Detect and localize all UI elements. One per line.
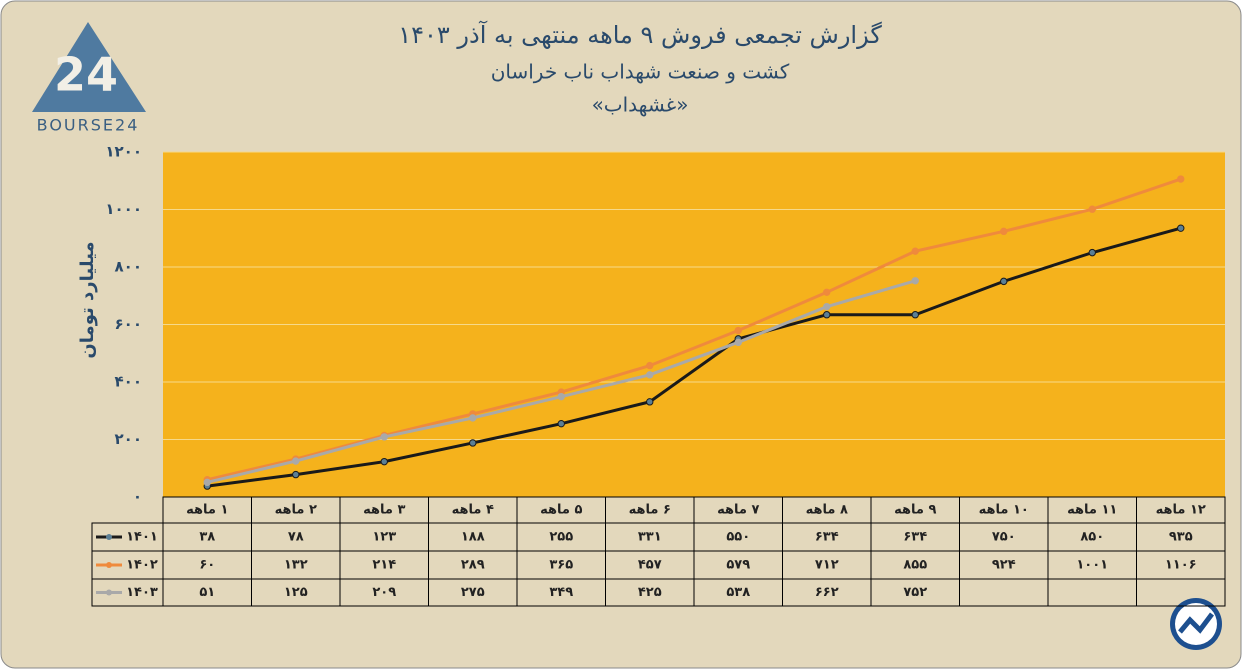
y-tick-label: ۶۰۰	[115, 315, 142, 333]
legend-swatch	[106, 589, 112, 596]
y-tick-label: ۲۰۰	[115, 430, 142, 448]
y-tick-label: ۰	[133, 488, 142, 506]
data-point	[469, 414, 477, 422]
legend-label: ۱۴۰۱	[126, 530, 158, 545]
data-point	[734, 338, 742, 347]
data-point	[734, 326, 742, 335]
value-label: ۷۸	[288, 530, 304, 545]
value-label: ۵۳۸	[726, 585, 750, 600]
data-point	[911, 277, 919, 285]
data-point	[646, 398, 654, 406]
value-label: ۶۰	[199, 558, 215, 573]
data-point	[469, 439, 477, 447]
data-point	[823, 302, 831, 311]
x-tick-label: ۳ ماهه	[363, 503, 405, 518]
x-tick-label: ۶ ماهه	[629, 503, 671, 518]
value-label: ۵۷۹	[726, 558, 750, 573]
x-tick-label: ۸ ماهه	[806, 503, 848, 518]
x-tick-label: ۲ ماهه	[275, 503, 317, 518]
data-point	[380, 433, 388, 441]
logo-triangle	[32, 22, 146, 112]
value-label: ۵۱	[199, 585, 215, 600]
value-label: ۶۶۲	[815, 585, 839, 600]
value-label: ۴۵۷	[638, 558, 662, 573]
y-tick-label: ۸۰۰	[115, 258, 142, 276]
x-tick-label: ۷ ماهه	[717, 503, 759, 518]
value-label: ۳۴۹	[549, 585, 573, 600]
value-label: ۳۶۵	[549, 558, 573, 573]
value-label: ۱۱۰۶	[1165, 558, 1197, 573]
y-tick-label: ۱۲۰۰	[105, 143, 142, 161]
value-label: ۲۱۴	[372, 558, 396, 573]
legend-label: ۱۴۰۳	[126, 585, 158, 600]
value-label: ۸۵۵	[903, 558, 927, 573]
value-label: ۷۵۰	[992, 530, 1016, 545]
value-label: ۲۸۹	[461, 558, 485, 573]
x-tick-label: ۱۲ ماهه	[1156, 503, 1206, 518]
data-point	[380, 457, 388, 466]
x-tick-label: ۹ ماهه	[894, 503, 936, 518]
data-point	[557, 392, 565, 401]
value-label: ۴۲۵	[638, 585, 662, 600]
data-point	[911, 247, 919, 255]
value-label: ۱۸۸	[461, 530, 485, 545]
value-label: ۱۳۲	[284, 558, 308, 573]
data-point	[823, 288, 831, 296]
value-label: ۱۲۳	[372, 530, 396, 545]
y-tick-label: ۱۰۰۰	[105, 200, 142, 218]
value-label: ۲۰۹	[372, 585, 396, 600]
value-label: ۸۵۰	[1080, 530, 1104, 545]
value-label: ۶۳۴	[815, 530, 839, 545]
x-tick-label: ۱۱ ماهه	[1067, 503, 1117, 518]
data-point	[911, 311, 919, 319]
value-label: ۱۲۵	[284, 585, 308, 600]
series-line	[207, 226, 1182, 488]
data-point	[1177, 175, 1185, 183]
data-point	[203, 478, 211, 487]
value-label: ۱۰۰۱	[1076, 558, 1108, 573]
value-label: ۵۵۰	[726, 530, 750, 545]
value-label: ۷۵۲	[903, 585, 927, 600]
data-point	[646, 371, 654, 379]
logo-mark: 24	[54, 48, 118, 102]
logo-text: BOURSE24	[37, 116, 140, 135]
data-point	[823, 311, 831, 319]
legend-swatch	[106, 534, 112, 540]
icon	[1170, 598, 1222, 650]
data-point	[1000, 277, 1008, 286]
chart-subtitle: کشت و صنعت شهداب ناب خراسان	[491, 60, 790, 84]
value-label: ۲۵۵	[549, 530, 573, 545]
data-point	[646, 361, 654, 370]
x-tick-label: ۵ ماهه	[540, 503, 582, 518]
value-label: ۹۲۴	[992, 558, 1016, 573]
value-label: ۹۳۵	[1169, 530, 1193, 545]
value-label: ۳۸	[199, 530, 215, 545]
data-point	[1088, 205, 1096, 213]
y-tick-label: ۴۰۰	[115, 373, 142, 391]
value-label: ۳۳۱	[638, 530, 662, 545]
legend-label: ۱۴۰۲	[126, 558, 158, 573]
chart-subtitle: «غشهداب»	[592, 93, 689, 117]
y-axis-label: میلیارد تومان	[77, 241, 98, 358]
legend-swatch	[106, 562, 112, 568]
x-tick-label: ۱۰ ماهه	[979, 503, 1029, 518]
data-point	[1088, 248, 1096, 257]
data-point	[557, 419, 565, 428]
chart-title: گزارش تجمعی فروش ۹ ماهه منتهی به آذر ۱۴۰…	[398, 20, 882, 49]
data-point	[292, 457, 300, 465]
data-point	[292, 470, 300, 479]
data-point	[1177, 224, 1185, 232]
value-label: ۷۱۲	[815, 558, 839, 573]
data-point	[1000, 227, 1008, 236]
value-label: ۶۳۴	[903, 530, 927, 545]
value-label: ۲۷۵	[461, 585, 485, 600]
x-tick-label: ۱ ماهه	[186, 503, 228, 518]
x-tick-label: ۴ ماهه	[452, 503, 494, 518]
